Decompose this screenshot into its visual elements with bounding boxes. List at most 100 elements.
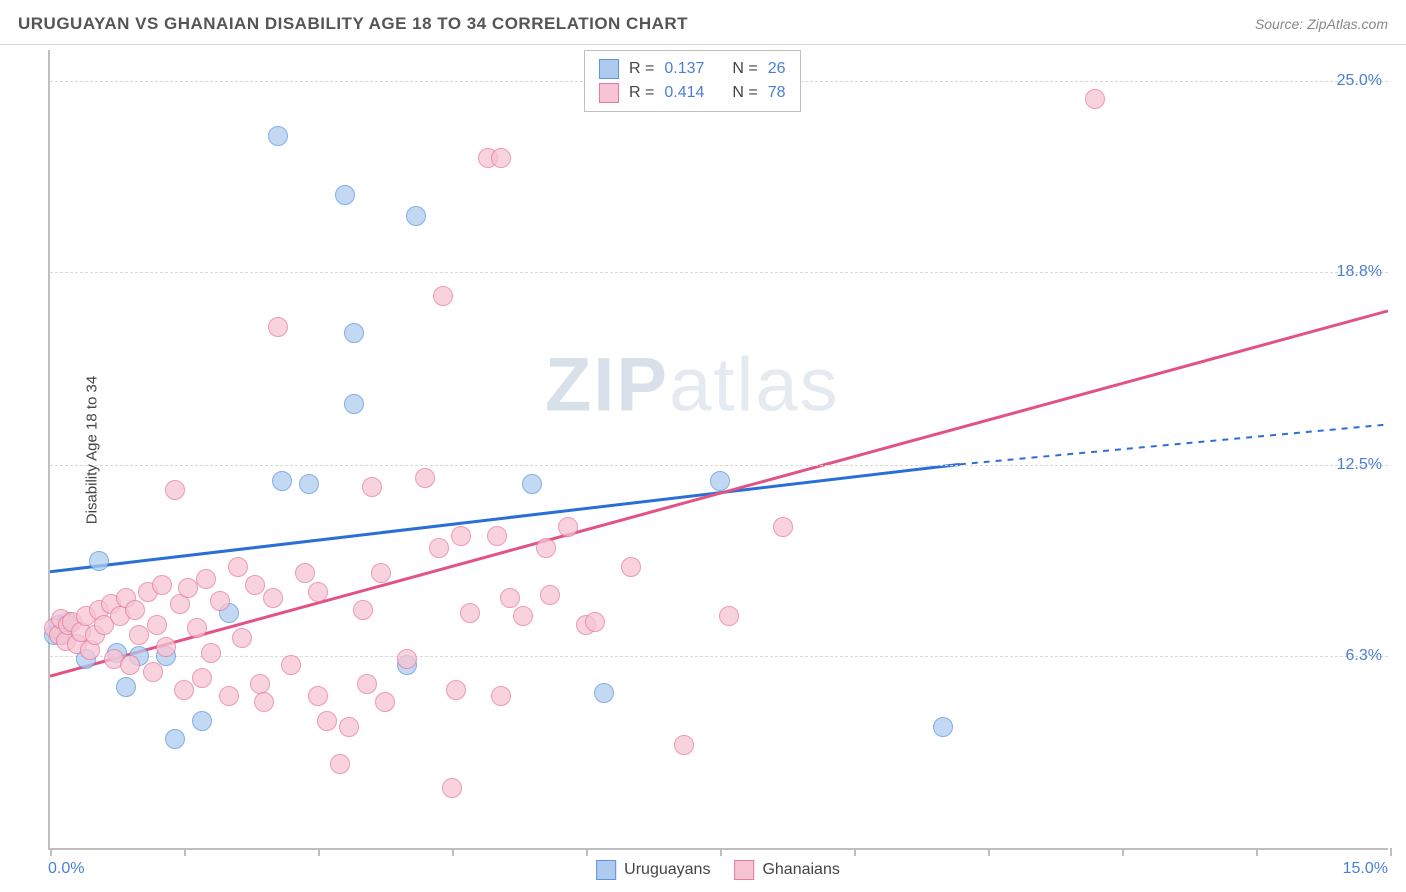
data-point: [295, 563, 315, 583]
data-point: [451, 526, 471, 546]
x-tick: [1122, 848, 1124, 856]
data-point: [540, 585, 560, 605]
data-point: [250, 674, 270, 694]
data-point: [429, 538, 449, 558]
data-point: [375, 692, 395, 712]
data-point: [357, 674, 377, 694]
data-point: [339, 717, 359, 737]
data-point: [433, 286, 453, 306]
data-point: [156, 637, 176, 657]
legend-item: Ghanaians: [734, 860, 839, 880]
data-point: [232, 628, 252, 648]
x-axis-min-label: 0.0%: [48, 860, 84, 878]
data-point: [353, 600, 373, 620]
x-tick: [318, 848, 320, 856]
data-point: [268, 126, 288, 146]
x-tick: [586, 848, 588, 856]
data-point: [125, 600, 145, 620]
x-tick: [988, 848, 990, 856]
data-point: [254, 692, 274, 712]
data-point: [415, 468, 435, 488]
data-point: [268, 317, 288, 337]
legend-swatch: [596, 860, 616, 880]
y-tick-label: 6.3%: [1346, 647, 1392, 665]
data-point: [129, 625, 149, 645]
data-point: [317, 711, 337, 731]
data-point: [174, 680, 194, 700]
x-tick: [720, 848, 722, 856]
r-value: 0.137: [664, 60, 704, 78]
y-axis-title: Disability Age 18 to 34: [84, 376, 101, 524]
gridline: [50, 656, 1388, 657]
data-point: [460, 603, 480, 623]
chart-container: ZIPatlas 6.3%12.5%18.8%25.0% Disability …: [48, 50, 1388, 850]
stats-row: R =0.414N =78: [599, 81, 786, 105]
data-point: [513, 606, 533, 626]
data-point: [143, 662, 163, 682]
x-tick: [1390, 848, 1392, 856]
data-point: [178, 578, 198, 598]
x-tick: [50, 848, 52, 856]
data-point: [491, 686, 511, 706]
chart-title: URUGUAYAN VS GHANAIAN DISABILITY AGE 18 …: [18, 14, 688, 34]
data-point: [536, 538, 556, 558]
data-point: [594, 683, 614, 703]
data-point: [344, 323, 364, 343]
data-point: [165, 729, 185, 749]
legend-item: Uruguayans: [596, 860, 710, 880]
legend: Uruguayans Ghanaians: [596, 860, 840, 880]
legend-label: Ghanaians: [762, 861, 839, 879]
source-label: Source: ZipAtlas.com: [1255, 16, 1388, 32]
data-point: [522, 474, 542, 494]
data-point: [308, 582, 328, 602]
gridline: [50, 272, 1388, 273]
data-point: [245, 575, 265, 595]
stats-box: R =0.137N =26R =0.414N =78: [584, 50, 801, 112]
data-point: [120, 655, 140, 675]
data-point: [397, 649, 417, 669]
data-point: [362, 477, 382, 497]
data-point: [491, 148, 511, 168]
n-label: N =: [732, 60, 757, 78]
data-point: [116, 677, 136, 697]
data-point: [710, 471, 730, 491]
data-point: [147, 615, 167, 635]
data-point: [263, 588, 283, 608]
data-point: [308, 686, 328, 706]
watermark: ZIPatlas: [545, 342, 840, 429]
y-tick-label: 25.0%: [1337, 72, 1392, 90]
legend-swatch: [599, 83, 619, 103]
data-point: [201, 643, 221, 663]
trendlines: [50, 50, 1388, 848]
data-point: [674, 735, 694, 755]
data-point: [446, 680, 466, 700]
r-label: R =: [629, 84, 654, 102]
data-point: [558, 517, 578, 537]
y-tick-label: 12.5%: [1337, 456, 1392, 474]
data-point: [219, 686, 239, 706]
data-point: [281, 655, 301, 675]
legend-swatch: [599, 59, 619, 79]
n-value: 26: [768, 60, 786, 78]
r-label: R =: [629, 60, 654, 78]
data-point: [933, 717, 953, 737]
data-point: [442, 778, 462, 798]
data-point: [621, 557, 641, 577]
data-point: [210, 591, 230, 611]
data-point: [192, 711, 212, 731]
data-point: [719, 606, 739, 626]
x-tick: [452, 848, 454, 856]
legend-label: Uruguayans: [624, 861, 710, 879]
r-value: 0.414: [664, 84, 704, 102]
x-tick: [854, 848, 856, 856]
x-tick: [1256, 848, 1258, 856]
data-point: [187, 618, 207, 638]
x-axis-max-label: 15.0%: [1343, 860, 1388, 878]
data-point: [196, 569, 216, 589]
data-point: [406, 206, 426, 226]
n-label: N =: [732, 84, 757, 102]
x-tick: [184, 848, 186, 856]
data-point: [335, 185, 355, 205]
data-point: [272, 471, 292, 491]
data-point: [487, 526, 507, 546]
